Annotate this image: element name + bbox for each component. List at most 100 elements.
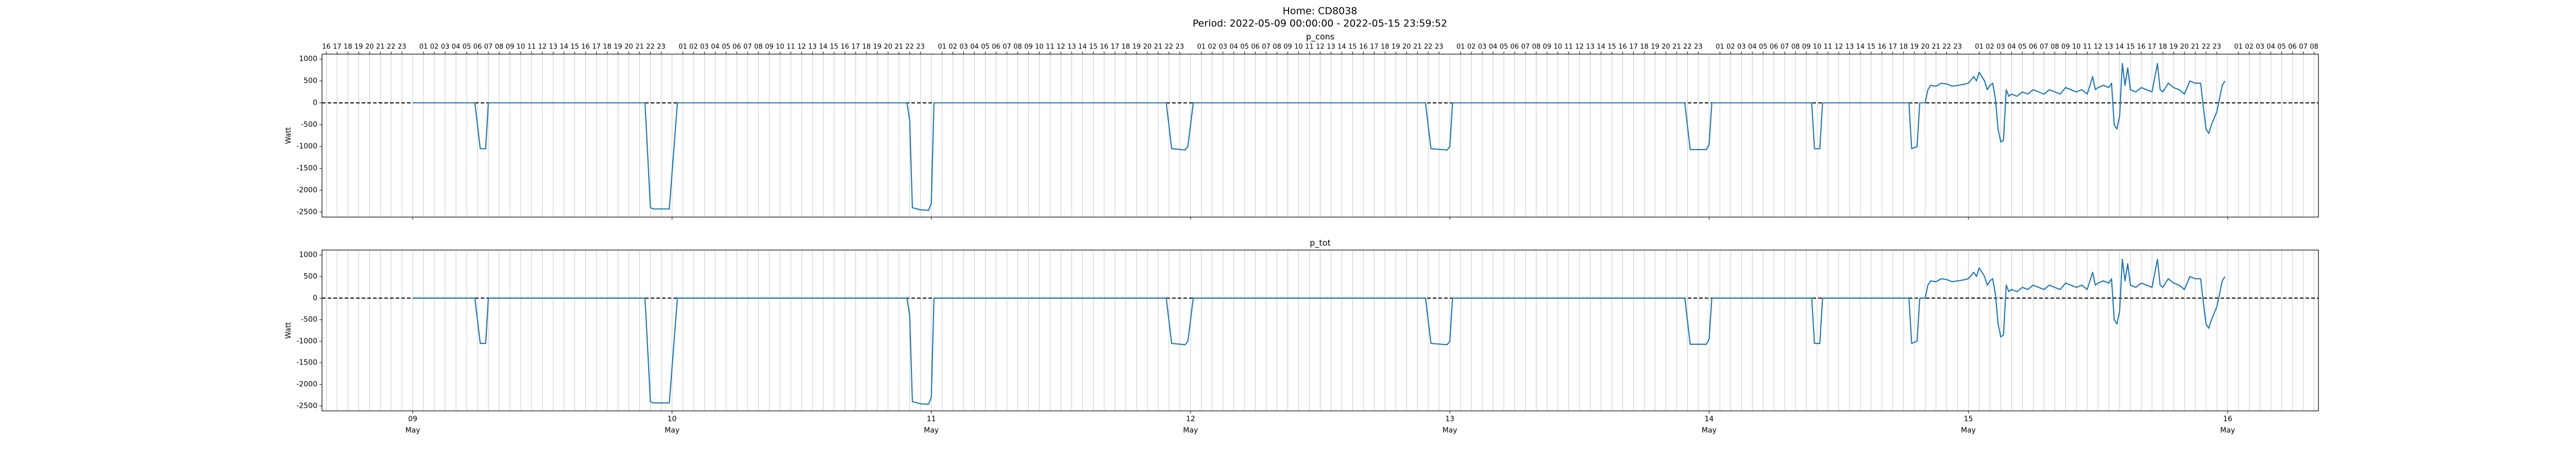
x2-tick-label: 03 [1478, 43, 1487, 51]
x-tick-label: 12 May [1183, 415, 1198, 435]
y-tick-label: -2500 [296, 208, 317, 216]
x2-tick-label: 19 [354, 43, 363, 51]
x2-tick-label: 16 [1878, 43, 1887, 51]
x2-tick-label: 02 [1726, 43, 1735, 51]
x2-tick-label: 03 [1996, 43, 2005, 51]
x2-tick-label: 16 [841, 43, 850, 51]
y-tick-label: 1000 [299, 251, 317, 259]
x2-tick-label: 21 [1931, 43, 1940, 51]
x2-tick-label: 14 [1597, 43, 1605, 51]
x2-tick-label: 22 [1683, 43, 1692, 51]
x2-tick-label: 09 [2061, 43, 2070, 51]
x2-tick-label: 15 [1867, 43, 1876, 51]
x2-tick-label: 07 [484, 43, 493, 51]
x2-tick-label: 21 [2191, 43, 2200, 51]
x-tick-label: 11 May [924, 415, 939, 435]
x2-tick-label: 08 [495, 43, 504, 51]
x2-tick-label: 22 [1165, 43, 1174, 51]
x2-tick-label: 13 [1845, 43, 1854, 51]
x2-tick-label: 20 [1662, 43, 1670, 51]
x2-tick-label: 13 [1067, 43, 1076, 51]
x2-tick-label: 04 [711, 43, 720, 51]
x2-tick-label: 17 [592, 43, 601, 51]
y-tick-label: 0 [313, 294, 317, 302]
y-tick-label: -500 [301, 121, 317, 129]
x2-tick-label: 01 [938, 43, 946, 51]
x2-tick-label: 02 [689, 43, 698, 51]
x2-tick-label: 21 [1154, 43, 1163, 51]
x2-tick-label: 16 [1618, 43, 1627, 51]
x2-tick-label: 14 [560, 43, 568, 51]
x2-tick-label: 18 [2159, 43, 2167, 51]
x2-tick-label: 12 [1575, 43, 1584, 51]
x2-tick-label: 14 [819, 43, 828, 51]
x2-tick-label: 03 [700, 43, 709, 51]
x2-tick-label: 08 [1273, 43, 1281, 51]
x2-tick-label: 04 [1748, 43, 1757, 51]
x2-tick-label: 07 [743, 43, 752, 51]
x2-tick-label: 10 [1294, 43, 1303, 51]
x2-tick-label: 09 [1283, 43, 1292, 51]
x2-tick-label: 19 [2170, 43, 2178, 51]
x2-tick-label: 13 [808, 43, 817, 51]
x2-tick-label: 18 [603, 43, 612, 51]
axes-title: p_cons [1306, 32, 1334, 42]
x2-tick-label: 05 [2277, 43, 2286, 51]
figure-subtitle: Period: 2022-05-09 00:00:00 - 2022-05-15… [1193, 18, 1447, 29]
x2-tick-label: 23 [1694, 43, 1703, 51]
x2-tick-label: 19 [873, 43, 882, 51]
x2-tick-label: 23 [657, 43, 666, 51]
x2-tick-label: 08 [2310, 43, 2318, 51]
x2-tick-label: 02 [1986, 43, 1994, 51]
x2-tick-label: 08 [1013, 43, 1022, 51]
x2-tick-label: 09 [1802, 43, 1811, 51]
x2-tick-label: 07 [1521, 43, 1530, 51]
x-tick-label: 16 May [2220, 415, 2235, 435]
x-tick-label: 14 May [1702, 415, 1717, 435]
x2-tick-label: 07 [2299, 43, 2308, 51]
x2-tick-label: 01 [1975, 43, 1984, 51]
x2-tick-label: 10 [517, 43, 526, 51]
x2-tick-label: 04 [2007, 43, 2016, 51]
x2-tick-label: 10 [1813, 43, 1822, 51]
y-axis-label: Watt [284, 127, 293, 144]
x2-tick-label: 02 [948, 43, 957, 51]
x2-tick-label: 19 [1392, 43, 1400, 51]
x2-tick-label: 08 [1532, 43, 1541, 51]
x2-tick-label: 22 [646, 43, 655, 51]
x2-tick-label: 02 [1208, 43, 1217, 51]
x2-tick-label: 01 [1456, 43, 1465, 51]
x2-tick-label: 18 [1381, 43, 1389, 51]
x2-tick-label: 06 [2288, 43, 2297, 51]
x2-tick-label: 12 [1835, 43, 1843, 51]
x2-tick-label: 23 [1176, 43, 1184, 51]
y-tick-label: 500 [303, 77, 317, 85]
x2-tick-label: 18 [862, 43, 871, 51]
x2-tick-label: 20 [884, 43, 892, 51]
x2-tick-label: 11 [787, 43, 795, 51]
x2-tick-label: 04 [452, 43, 461, 51]
y-tick-label: -500 [301, 316, 317, 324]
x2-tick-label: 06 [1770, 43, 1778, 51]
x2-tick-label: 20 [2180, 43, 2189, 51]
x2-tick-label: 13 [1327, 43, 1335, 51]
x2-tick-label: 15 [2126, 43, 2135, 51]
x2-tick-label: 20 [624, 43, 633, 51]
x2-tick-label: 20 [1143, 43, 1152, 51]
x2-tick-label: 17 [2148, 43, 2157, 51]
y-tick-label: -2000 [296, 186, 317, 194]
x2-tick-label: 04 [970, 43, 979, 51]
x-tick-label: 15 May [1961, 415, 1976, 435]
x-tick-label: 13 May [1443, 415, 1458, 435]
x2-tick-label: 16 [581, 43, 590, 51]
x2-tick-label: 04 [1489, 43, 1498, 51]
x2-tick-label: 23 [1435, 43, 1444, 51]
y-tick-label: -2000 [296, 380, 317, 389]
x2-tick-label: 01 [1716, 43, 1724, 51]
x2-tick-label: 11 [2083, 43, 2092, 51]
data-line [413, 63, 2226, 211]
x2-tick-label: 20 [1402, 43, 1411, 51]
x2-tick-label: 15 [1348, 43, 1357, 51]
x2-tick-label: 21 [1413, 43, 1422, 51]
x2-tick-label: 13 [1586, 43, 1595, 51]
